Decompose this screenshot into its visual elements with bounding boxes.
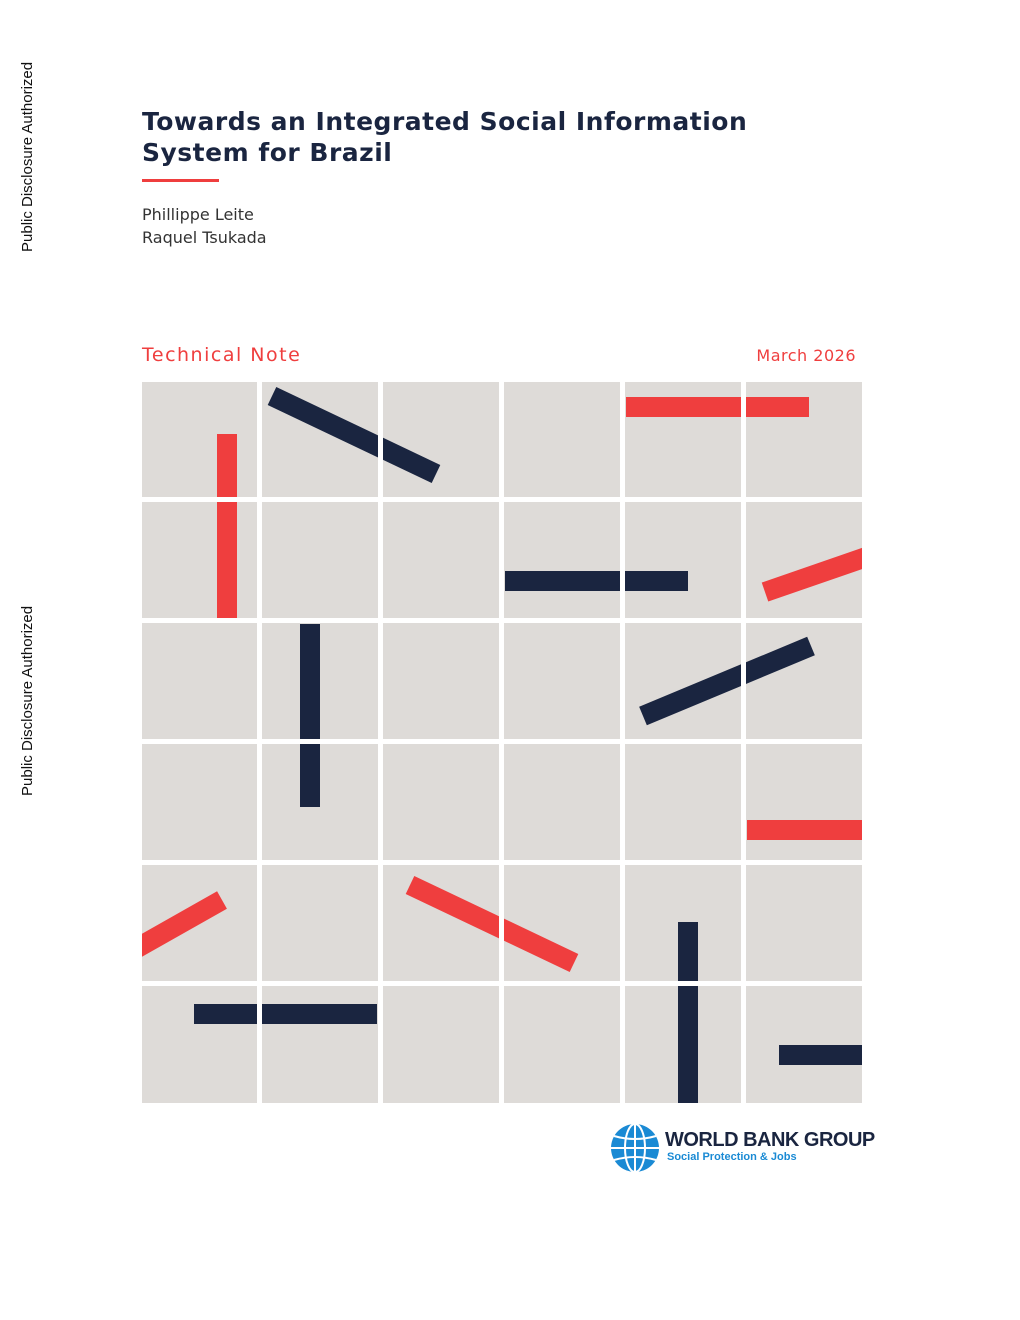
bar [405,875,579,973]
date: March 2026 [756,346,856,365]
title-rule [142,179,219,182]
logo-globe [611,1123,659,1173]
logo-text: WORLD BANK GROUP [665,1129,875,1151]
author: Phillippe Leite [142,205,254,224]
bar [761,547,862,602]
document-type: Technical Note [142,344,302,366]
bar [142,891,227,957]
grid-gaps [142,382,862,1103]
title: Towards an Integrated Social Information… [142,107,748,167]
bars [142,386,862,1103]
logo-subtext: Social Protection & Jobs [667,1151,797,1163]
bar [639,636,815,726]
author: Raquel Tsukada [142,228,267,247]
bar [267,386,441,484]
pattern [142,382,862,1103]
